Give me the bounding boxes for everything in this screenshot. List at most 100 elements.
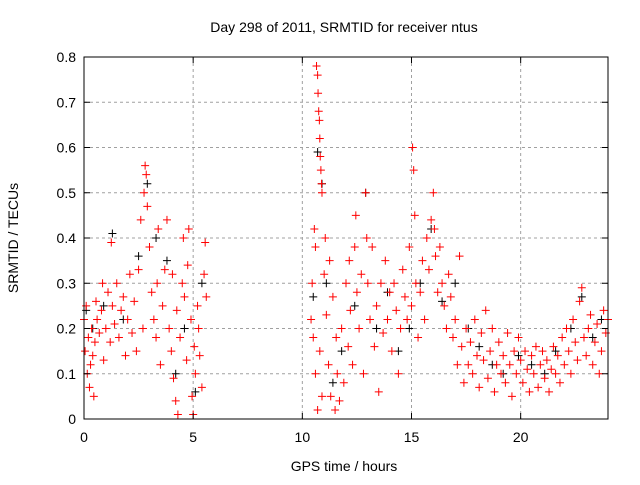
data-point [156,360,165,369]
data-point [335,396,344,405]
data-point [442,324,451,333]
data-point [374,387,383,396]
y-tick-label: 0.7 [57,94,77,110]
x-tick-label: 5 [189,429,197,445]
data-point [499,351,508,360]
data-point [114,333,123,342]
data-point [171,369,180,378]
data-point [562,324,571,333]
data-point [317,188,326,197]
y-tick-label: 0 [68,411,76,427]
data-point [575,297,584,306]
data-point [440,301,449,310]
data-point [387,347,396,356]
data-point [337,324,346,333]
data-point [313,405,322,414]
data-point [486,347,495,356]
data-point [363,279,372,288]
data-point [110,319,119,328]
data-point [538,347,547,356]
data-point [82,301,91,310]
data-point [475,342,484,351]
data-point [473,351,481,360]
data-point [433,288,442,297]
data-point [173,410,182,419]
data-point [328,292,337,301]
data-point [308,279,317,288]
data-point [601,329,610,338]
x-tick-label: 15 [404,429,420,445]
data-point [545,387,554,396]
data-point [140,188,149,197]
data-point [92,297,101,306]
data-point [108,229,117,238]
data-point [368,243,377,252]
data-point [346,306,355,315]
data-point [593,319,602,328]
data-point [497,369,506,378]
data-point [394,369,403,378]
data-point [180,324,189,333]
data-point [534,383,543,392]
data-point [588,333,597,342]
data-point [149,315,158,324]
data-point [84,333,93,342]
data-point [193,301,202,310]
data-point [418,256,427,265]
data-point [328,378,337,387]
data-point [178,279,187,288]
data-point [457,342,466,351]
data-point [107,238,116,247]
data-point [81,347,90,356]
data-point [510,347,519,356]
data-point [408,143,417,152]
data-point [153,279,162,288]
data-point [332,333,341,342]
data-point [176,333,185,342]
data-point [314,107,323,116]
data-point [339,378,348,387]
series-black [82,148,606,396]
y-tick-label: 0.8 [57,49,77,65]
data-point [351,211,360,220]
data-point [95,329,104,338]
data-point [320,270,329,279]
data-point [558,333,567,342]
data-point [588,360,597,369]
data-point [182,356,191,365]
x-axis-label: GPS time / hours [291,458,398,474]
data-point [167,347,176,356]
data-point [191,369,200,378]
data-point [376,279,385,288]
data-point [316,152,325,161]
data-point [490,387,499,396]
data-point [104,288,113,297]
data-point [197,279,206,288]
data-point [99,356,108,365]
data-point [466,338,475,347]
y-tick-label: 0.6 [57,140,77,156]
data-point [143,179,152,188]
data-point [411,279,420,288]
data-point [468,369,477,378]
data-point [333,369,342,378]
data-point [136,215,145,224]
data-point [342,279,350,288]
data-point [566,369,575,378]
data-point [514,333,523,342]
data-point [142,170,151,179]
data-point [405,324,414,333]
data-point [571,338,580,347]
data-point [584,324,593,333]
data-point [540,374,549,383]
series-red [80,62,612,419]
data-point [311,243,320,252]
data-point [383,315,392,324]
data-point [407,301,416,310]
data-point [481,306,490,315]
data-point [595,369,604,378]
data-point [429,188,438,197]
data-point [141,161,150,170]
data-point [313,148,322,157]
